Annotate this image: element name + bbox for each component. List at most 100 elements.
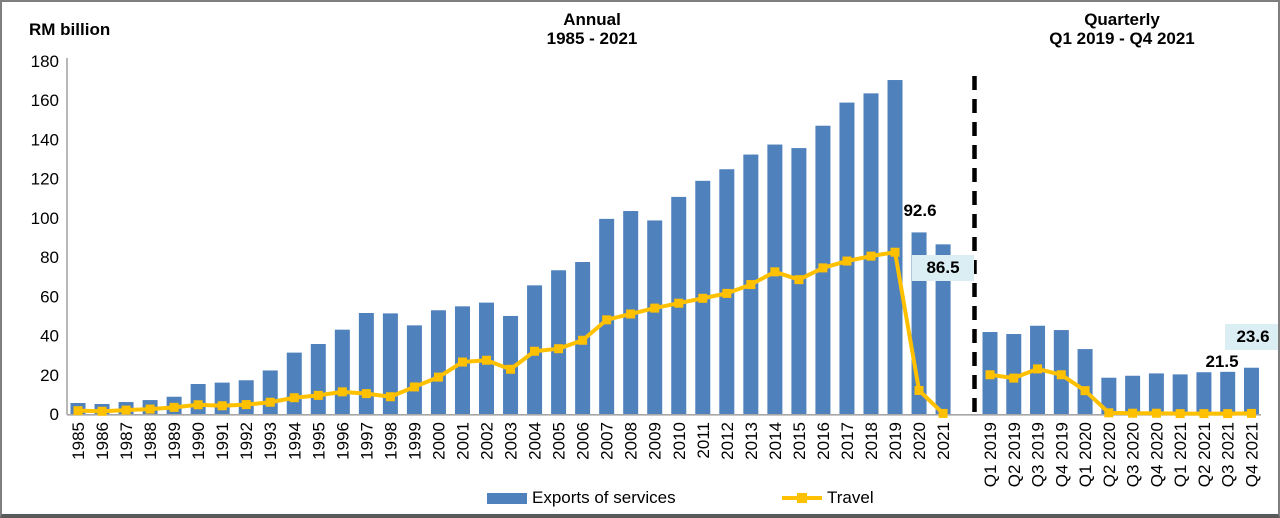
y-tick-label: 180 bbox=[31, 52, 59, 71]
x-tick-label: 1992 bbox=[237, 422, 256, 460]
line-marker bbox=[337, 387, 347, 397]
x-tick-label: 1999 bbox=[405, 422, 424, 460]
line-marker bbox=[578, 335, 588, 345]
x-tick-label: Q4 2020 bbox=[1147, 422, 1166, 487]
bar bbox=[1172, 374, 1188, 414]
bar bbox=[1196, 372, 1212, 414]
line-marker bbox=[1151, 408, 1161, 418]
line-marker bbox=[602, 315, 612, 325]
bar bbox=[551, 270, 567, 414]
line-marker bbox=[1175, 409, 1185, 419]
annual-title-line: Annual bbox=[563, 10, 621, 29]
x-tick-label: 2015 bbox=[790, 422, 809, 460]
x-tick-label: 2013 bbox=[742, 422, 761, 460]
data-label-q4-2021: 23.6 bbox=[1225, 324, 1278, 350]
annual-subtitle-line: 1985 - 2021 bbox=[546, 29, 638, 48]
bar bbox=[1101, 377, 1117, 414]
bar bbox=[767, 144, 783, 414]
line-marker bbox=[121, 405, 131, 415]
line-marker bbox=[241, 400, 251, 410]
x-tick-label: 2001 bbox=[453, 422, 472, 460]
x-tick-label: 2018 bbox=[862, 422, 881, 460]
bar bbox=[935, 244, 951, 414]
y-tick-label: 140 bbox=[31, 130, 59, 149]
line-marker bbox=[866, 251, 876, 261]
annual-bars bbox=[70, 80, 951, 415]
x-tick-label: 2004 bbox=[526, 422, 545, 460]
x-tick-label: Q2 2021 bbox=[1195, 422, 1214, 487]
legend-exports-label: Exports of services bbox=[532, 488, 676, 507]
bar bbox=[1243, 367, 1259, 414]
y-tick-label: 80 bbox=[40, 248, 59, 267]
bar bbox=[1125, 375, 1141, 414]
bar bbox=[382, 313, 398, 414]
line-marker bbox=[794, 275, 804, 285]
line-marker bbox=[770, 267, 780, 277]
bar bbox=[262, 370, 278, 414]
y-tick-label: 0 bbox=[50, 405, 59, 424]
y-axis-title: RM billion bbox=[29, 20, 111, 39]
x-tick-label: Q4 2019 bbox=[1052, 422, 1071, 487]
line-marker bbox=[97, 406, 107, 416]
line-marker bbox=[842, 256, 852, 266]
quarterly-travel-markers bbox=[985, 364, 1256, 419]
x-tick-label: 1988 bbox=[141, 422, 160, 460]
line-marker bbox=[313, 390, 323, 400]
x-tick-label: Q1 2020 bbox=[1076, 422, 1095, 487]
x-tick-label: Q3 2020 bbox=[1124, 422, 1143, 487]
legend-travel-label: Travel bbox=[827, 488, 874, 507]
line-marker bbox=[1199, 409, 1209, 419]
travel-line-swatch-icon bbox=[782, 493, 822, 503]
bar bbox=[190, 383, 206, 414]
y-tick-label: 120 bbox=[31, 170, 59, 189]
x-tick-label: 1996 bbox=[333, 422, 352, 460]
x-tick-label: 2007 bbox=[598, 422, 617, 460]
quarterly-travel-line bbox=[988, 366, 1254, 416]
x-tick-label: Q1 2021 bbox=[1171, 422, 1190, 487]
bar bbox=[647, 220, 663, 414]
line-marker bbox=[289, 393, 299, 403]
line-marker bbox=[1056, 370, 1066, 380]
bar bbox=[430, 310, 446, 414]
x-tick-label: 2002 bbox=[478, 422, 497, 460]
y-tick-label: 100 bbox=[31, 209, 59, 228]
data-label-2021: 86.5 bbox=[912, 255, 974, 281]
line-marker bbox=[385, 392, 395, 402]
x-tick-label: 1990 bbox=[189, 422, 208, 460]
annual-panel-title: Annual 1985 - 2021 bbox=[462, 10, 722, 48]
legend: Exports of services Travel bbox=[2, 486, 1278, 510]
line-marker bbox=[193, 400, 203, 410]
line-marker bbox=[530, 346, 540, 356]
x-tick-label: 2021 bbox=[934, 422, 953, 460]
exports-bar-swatch-icon bbox=[487, 492, 527, 504]
bar bbox=[406, 325, 422, 414]
x-tick-label: Q4 2021 bbox=[1242, 422, 1261, 487]
line-marker bbox=[433, 372, 443, 382]
line-marker bbox=[482, 355, 492, 365]
quarterly-x-labels: Q1 2019 Q2 2019 Q3 2019 Q4 2019 Q1 2020 Q2 20… bbox=[981, 422, 1261, 487]
quarterly-panel-title: Quarterly Q1 2019 - Q4 2021 bbox=[992, 10, 1252, 48]
line-marker bbox=[1246, 408, 1256, 418]
bar bbox=[1148, 373, 1164, 414]
line-marker bbox=[217, 401, 227, 411]
x-tick-label: 2016 bbox=[814, 422, 833, 460]
line-marker bbox=[409, 382, 419, 392]
x-tick-label: 1997 bbox=[357, 422, 376, 460]
line-marker bbox=[1033, 364, 1043, 374]
line-marker bbox=[985, 370, 995, 380]
y-tick-label: 40 bbox=[40, 327, 59, 346]
line-marker bbox=[361, 389, 371, 399]
legend-item-exports: Exports of services bbox=[487, 486, 676, 510]
x-tick-label: 1994 bbox=[285, 422, 304, 460]
y-axis-tick-labels: 180 160 140 120 100 80 60 40 20 0 bbox=[31, 52, 59, 424]
data-label-q3-2021: 21.5 bbox=[1205, 352, 1239, 371]
bar bbox=[286, 352, 302, 414]
x-tick-label: 2019 bbox=[886, 422, 905, 460]
data-label-2020: 92.6 bbox=[903, 201, 937, 220]
y-tick-label: 20 bbox=[40, 366, 59, 385]
x-tick-label: Q3 2019 bbox=[1029, 422, 1048, 487]
x-tick-label: 2020 bbox=[910, 422, 929, 460]
line-marker bbox=[914, 385, 924, 395]
quarterly-subtitle-line: Q1 2019 - Q4 2021 bbox=[1049, 29, 1195, 48]
